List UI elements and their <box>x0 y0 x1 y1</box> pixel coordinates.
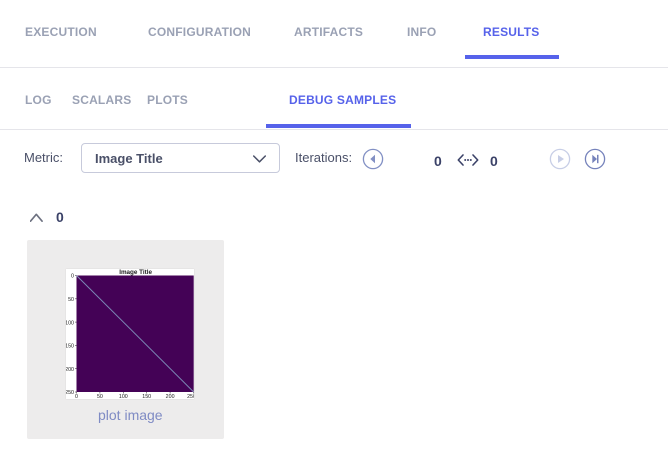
svg-text:250: 250 <box>187 394 194 399</box>
svg-text:100: 100 <box>66 320 74 326</box>
svg-text:0: 0 <box>71 273 74 279</box>
svg-text:100: 100 <box>119 394 128 399</box>
svg-text:150: 150 <box>142 394 151 399</box>
svg-text:50: 50 <box>97 394 103 399</box>
svg-text:200: 200 <box>66 366 74 372</box>
svg-text:150: 150 <box>66 343 74 349</box>
svg-text:50: 50 <box>68 297 74 303</box>
svg-text:250: 250 <box>66 390 74 396</box>
svg-text:0: 0 <box>75 394 78 399</box>
svg-text:Image Title: Image Title <box>119 269 152 276</box>
svg-text:200: 200 <box>166 394 175 399</box>
